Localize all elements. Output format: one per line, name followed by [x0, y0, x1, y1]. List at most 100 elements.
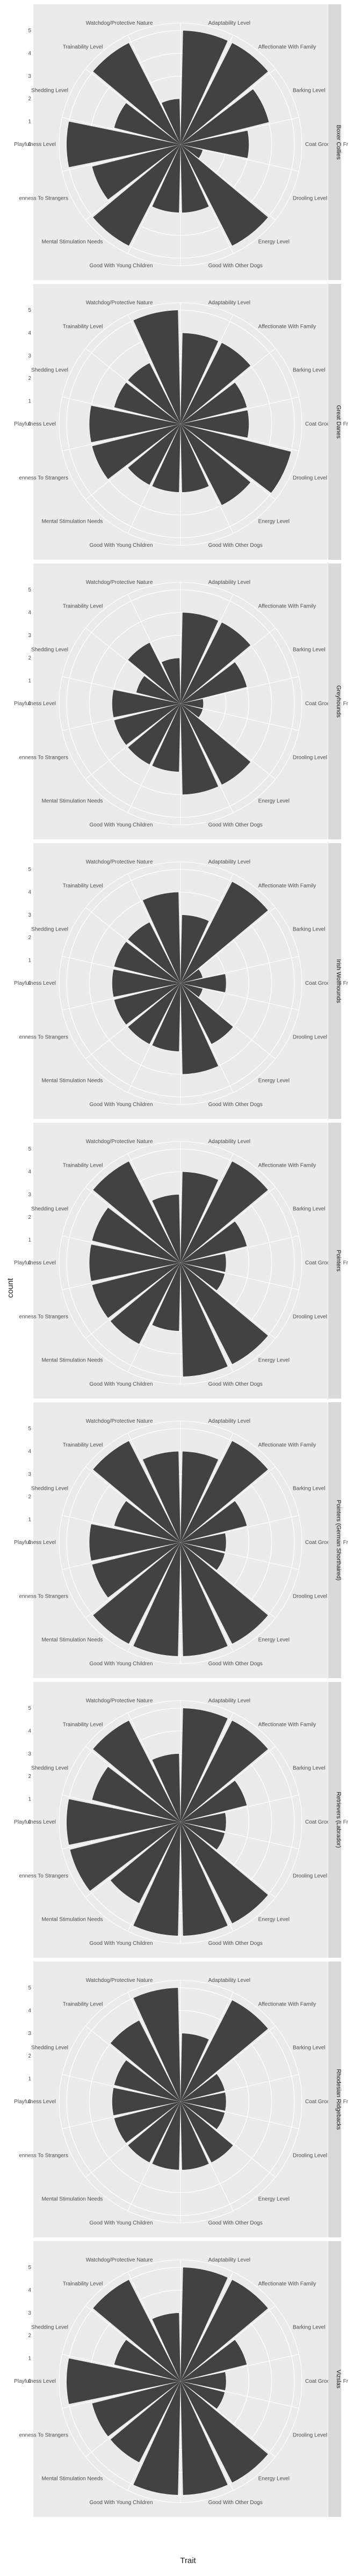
facet-strip: [328, 1402, 341, 1678]
grid-spoke: [62, 144, 181, 172]
category-label: Trainability Level: [63, 1443, 103, 1448]
facet-panel: 0 1 2 3 4 5 Adaptability Level Affectionate Wit…: [14, 564, 349, 839]
facet-strip: [328, 2241, 341, 2517]
category-label: Watchdog/Protective Nature: [86, 1698, 153, 1704]
grid-spoke: [85, 423, 181, 500]
bar-playfulness-level: [67, 2358, 180, 2404]
bar-trainability-level: [110, 2020, 180, 2102]
grid-spoke: [180, 1795, 299, 1823]
grid-spoke: [180, 117, 299, 145]
bar-good-with-young-children: [133, 2381, 180, 2495]
bar-shedding-level: [114, 1501, 180, 1542]
y-tick-label: 2: [28, 2333, 31, 2339]
grid-spoke: [62, 676, 181, 704]
bar-coat-grooming-frequency: [180, 2372, 226, 2391]
y-tick-label: 4: [28, 1448, 31, 1454]
grid-spoke: [85, 627, 181, 704]
bar-openness-to-strangers: [114, 704, 180, 745]
bar-shedding-level: [114, 941, 180, 983]
grid-spoke: [180, 1821, 276, 1898]
category-label: Energy Level: [258, 2196, 290, 2202]
grid-spoke: [62, 1515, 181, 1543]
y-tick-label: 5: [28, 867, 31, 873]
grid-spoke: [180, 676, 299, 704]
y-tick-label: 3: [28, 1472, 31, 1477]
bar-adaptability-level: [180, 2267, 228, 2381]
grid-spoke: [62, 423, 181, 451]
grid-spoke: [127, 2381, 181, 2491]
grid-spoke: [127, 1542, 181, 1652]
bar-adaptability-level: [180, 612, 219, 704]
grid-spoke: [127, 2272, 181, 2382]
category-label: Drooling Level: [293, 2433, 327, 2439]
y-tick-label: 1: [28, 2076, 31, 2082]
y-tick-label: 1: [28, 399, 31, 405]
category-label: Energy Level: [258, 1357, 290, 1363]
grid-spoke: [180, 2101, 299, 2129]
grid-spoke: [62, 397, 181, 425]
facet-strip: [328, 1123, 341, 1399]
category-label: Barking Level: [293, 1765, 326, 1771]
y-tick-label: 5: [28, 587, 31, 593]
grid-spoke: [85, 703, 181, 780]
bar-good-with-other-dogs: [180, 983, 219, 1074]
y-tick-label: 5: [28, 1426, 31, 1432]
category-label: Shedding Level: [31, 647, 68, 653]
y-tick-label: 4: [28, 889, 31, 895]
category-label: Watchdog/Protective Nature: [86, 859, 153, 865]
bar-good-with-young-children: [152, 424, 180, 493]
grid-spoke: [180, 423, 276, 500]
grid-spoke: [180, 627, 276, 704]
category-label: enness To Strangers: [19, 2153, 68, 2159]
category-label: Coat Grooming Fr: [305, 142, 349, 148]
grid-spoke: [127, 1992, 181, 2102]
y-tick-label: 4: [28, 610, 31, 616]
category-label: Energy Level: [258, 1637, 290, 1643]
facet-panel: 0 1 2 3 4 5 Adaptability Level Affectionate Wit…: [14, 1682, 349, 1958]
y-tick-label: 0: [28, 2379, 31, 2384]
y-axis-title: count: [6, 1278, 15, 1298]
category-label: Good With Young Children: [90, 1941, 153, 1946]
category-label: Mental Stimulation Needs: [41, 798, 103, 804]
category-label: Playfulness Level: [14, 1540, 56, 1546]
category-label: Barking Level: [293, 647, 326, 653]
facet-strip-label: Boxer Collies: [335, 125, 342, 160]
bar-barking-level: [180, 2339, 247, 2381]
grid-spoke: [180, 907, 276, 984]
bar-good-with-other-dogs: [180, 2102, 209, 2170]
y-tick-label: 3: [28, 912, 31, 918]
y-tick-label: 1: [28, 2356, 31, 2362]
y-tick-label: 0: [28, 2099, 31, 2105]
category-label: Playfulness Level: [14, 701, 56, 707]
grid-spoke: [62, 1235, 181, 1263]
bar-drooling-level: [180, 1542, 225, 1570]
y-tick-label: 5: [28, 28, 31, 34]
category-label: Coat Grooming Fr: [305, 2099, 349, 2105]
bar-mental-stimulation-needs: [93, 144, 180, 246]
category-label: Trainability Level: [63, 45, 103, 50]
category-label: Trainability Level: [63, 1163, 103, 1169]
category-label: Playfulness Level: [14, 1260, 56, 1266]
bar-good-with-young-children: [152, 704, 180, 772]
bar-drooling-level: [180, 704, 203, 718]
bar-good-with-young-children: [152, 1263, 180, 1331]
grid-spoke: [180, 1433, 234, 1543]
grid-spoke: [85, 144, 181, 221]
y-tick-label: 5: [28, 2265, 31, 2271]
category-label: Trainability Level: [63, 1722, 103, 1728]
bar-adaptability-level: [180, 914, 209, 983]
category-label: Mental Stimulation Needs: [41, 239, 103, 245]
bar-trainability-level: [128, 922, 180, 983]
grid-spoke: [180, 703, 276, 780]
category-label: Energy Level: [258, 239, 290, 245]
bar-mental-stimulation-needs: [128, 704, 180, 765]
bar-trainability-level: [128, 363, 180, 424]
category-label: Barking Level: [293, 2324, 326, 2330]
bar-shedding-level: [92, 1767, 180, 1822]
bar-good-with-other-dogs: [180, 2381, 228, 2495]
bar-drooling-level: [180, 2102, 225, 2129]
bar-barking-level: [180, 662, 247, 704]
bar-shedding-level: [114, 2339, 180, 2381]
category-label: Good With Other Dogs: [208, 543, 263, 548]
grid-spoke: [180, 1542, 234, 1652]
